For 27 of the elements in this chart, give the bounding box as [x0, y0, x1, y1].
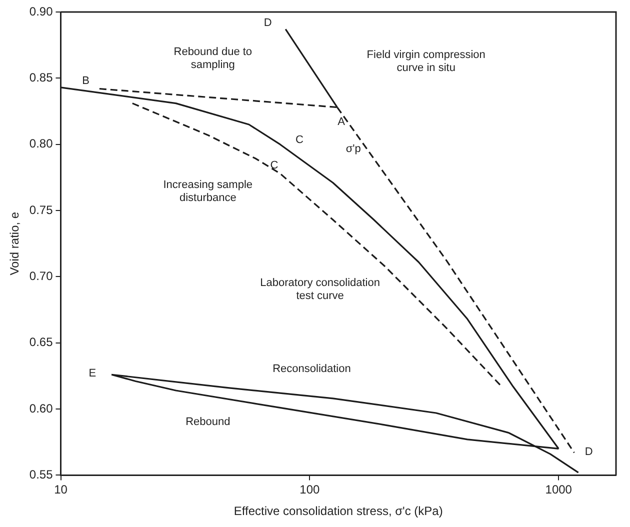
y-tick-label: 0.60: [29, 401, 54, 416]
y-tick-label: 0.80: [29, 136, 54, 151]
y-tick-label: 0.55: [29, 468, 54, 482]
annotation: C: [270, 160, 278, 172]
annotation: B: [82, 75, 90, 88]
x-tick-label: 10: [54, 482, 68, 497]
annotation: Laboratory consolidation test curve: [260, 276, 380, 302]
y-tick-label: 0.65: [29, 335, 54, 350]
annotation: Reconsolidation: [272, 363, 351, 376]
y-tick-label: 0.90: [29, 4, 54, 18]
y-tick-label: 0.70: [29, 269, 54, 283]
y-tick-label: 0.75: [29, 202, 54, 217]
annotation: Rebound: [186, 416, 230, 428]
y-tick-label: 0.85: [29, 70, 54, 84]
x-axis-title: Effective consolidation stress, σ'c (kPa): [234, 504, 443, 518]
x-tick-label: 1000: [545, 482, 572, 497]
annotation: E: [88, 367, 96, 380]
annotation: σ'p: [346, 143, 361, 156]
annotation: Increasing sample disturbance: [163, 178, 253, 204]
annotation: D: [584, 446, 593, 458]
x-tick-label: 100: [300, 482, 320, 497]
annotation: Rebound due to sampling: [174, 46, 252, 71]
annotation: C: [296, 134, 304, 146]
annotation: D: [264, 17, 272, 30]
y-axis-title: Void ratio, e: [8, 212, 22, 276]
annotation: A: [338, 116, 346, 128]
annotation: Field virgin compression curve in situ: [366, 49, 486, 74]
